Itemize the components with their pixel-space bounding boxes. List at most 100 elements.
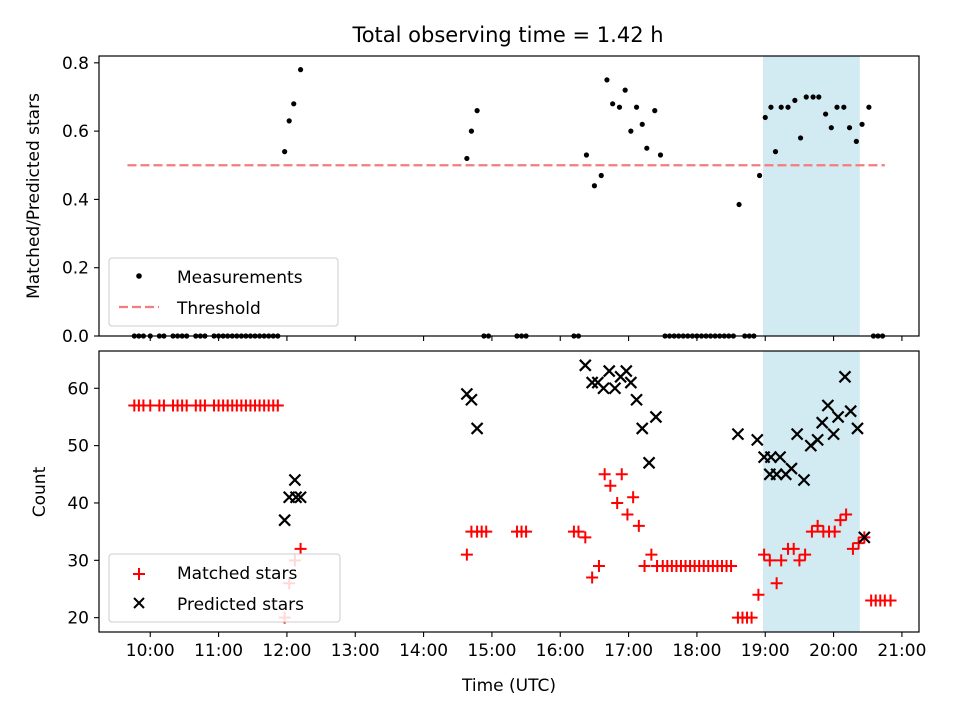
predicted-star-point [731, 427, 745, 441]
matched-star-point [579, 531, 592, 544]
measurement-point [792, 97, 798, 103]
predicted-star-point [844, 404, 857, 418]
count-y-tick-label: 60 [67, 379, 89, 399]
measurement-point [762, 114, 768, 121]
matched-star-point [840, 508, 853, 521]
legend-measurements-label: Measurements [177, 268, 303, 288]
predicted-star-point [630, 393, 643, 407]
predicted-star-point [831, 410, 845, 424]
matched-star-point [615, 468, 628, 481]
measurement-point [644, 145, 650, 151]
predicted-star-point [838, 370, 852, 384]
measurement-point [785, 104, 791, 110]
measurement-point [652, 108, 658, 114]
measurement-point [583, 152, 590, 158]
matched-star-point [852, 537, 865, 550]
ratio-y-tick-label: 0.2 [62, 259, 89, 279]
measurement-point [291, 101, 297, 107]
matched-star-point [572, 525, 585, 538]
matched-star-point [763, 554, 776, 567]
matched-star-point [811, 519, 824, 532]
matched-star-point [752, 588, 765, 601]
predicted-star-point [811, 433, 824, 447]
observing-window-top [762, 56, 860, 336]
measurement-point [464, 155, 470, 162]
matched-star-point [745, 611, 758, 624]
observing-window-bottom [762, 351, 860, 632]
matched-star-point [632, 519, 645, 532]
predicted-star-point [635, 422, 649, 435]
predicted-star-point [858, 531, 871, 544]
measurement-point [736, 201, 742, 208]
predicted-star-point [278, 513, 291, 527]
predicted-star-point [465, 393, 478, 407]
measurement-point [628, 128, 634, 134]
predicted-star-point [585, 376, 599, 389]
count-y-tick-label: 30 [67, 551, 89, 571]
matched-star-point [828, 525, 841, 538]
count-x-tick-label: 17:00 [604, 641, 653, 661]
matched-star-point [294, 542, 307, 555]
measurement-point [823, 111, 829, 117]
count-x-tick-label: 14:00 [399, 641, 448, 661]
ratio-panel-y-label: Matched/Predicted stars [24, 93, 44, 299]
matched-star-point [460, 548, 473, 561]
legend-matched-label: Matched stars [177, 564, 297, 584]
matched-star-point [787, 542, 800, 555]
measurement-point [778, 104, 784, 110]
measurement-point [841, 104, 847, 110]
ratio-y-tick-label: 0.0 [62, 327, 89, 347]
matched-star-point [770, 577, 783, 590]
measurement-point [598, 172, 604, 179]
measurement-point [816, 94, 822, 100]
predicted-star-point [764, 450, 778, 464]
measurement-point [468, 128, 475, 134]
predicted-star-point [851, 422, 864, 435]
measurement-point [866, 104, 872, 110]
measurement-point [756, 172, 763, 179]
measurement-point [834, 104, 840, 110]
ratio-y-tick-label: 0.4 [62, 190, 89, 210]
matched-star-point [592, 560, 605, 573]
matched-star-point [758, 548, 771, 561]
count-x-tick-label: 18:00 [672, 641, 721, 661]
matched-star-point [627, 491, 640, 504]
matched-star-point [520, 525, 533, 538]
matched-star-point [846, 542, 859, 555]
matched-star-point [480, 525, 493, 538]
count-y-tick-label: 50 [67, 437, 89, 457]
matched-star-point [586, 571, 599, 584]
count-y-tick-label: 20 [67, 609, 89, 629]
matched-star-point [611, 496, 624, 509]
predicted-star-point [579, 359, 592, 372]
matched-star-point [604, 479, 617, 492]
matched-star-point [271, 399, 284, 412]
count-legend: Matched stars Predicted stars [108, 553, 341, 623]
predicted-star-point [649, 410, 663, 424]
legend-predicted-label: Predicted stars [177, 595, 304, 615]
measurement-point [859, 121, 865, 127]
predicted-star-point [821, 399, 835, 412]
measurement-point [797, 135, 804, 141]
count-x-tick-label: 11:00 [194, 641, 243, 661]
matched-star-point [638, 560, 651, 573]
measurement-point [591, 183, 598, 189]
ratio-panel: 0.00.20.40.60.8 Matched/Predicted stars … [24, 54, 920, 347]
measurement-point [853, 138, 859, 144]
figure-title: Total observing time = 1.42 h [351, 23, 663, 47]
measurement-point [803, 94, 809, 100]
count-x-tick-label: 16:00 [536, 641, 585, 661]
count-panel-frame [98, 350, 920, 633]
legend-predicted-marker [133, 597, 145, 609]
predicted-star-point [642, 456, 656, 470]
measurement-point [639, 121, 645, 127]
matched-star-point [799, 548, 812, 561]
measurement-point [772, 149, 779, 155]
predicted-star-point [751, 433, 764, 447]
predicted-star-point [620, 364, 633, 378]
count-x-tick-label: 12:00 [262, 641, 311, 661]
count-x-tick-label: 10:00 [126, 641, 175, 661]
predicted-star-point [470, 422, 484, 435]
x-axis-label: Time (UTC) [461, 676, 556, 696]
